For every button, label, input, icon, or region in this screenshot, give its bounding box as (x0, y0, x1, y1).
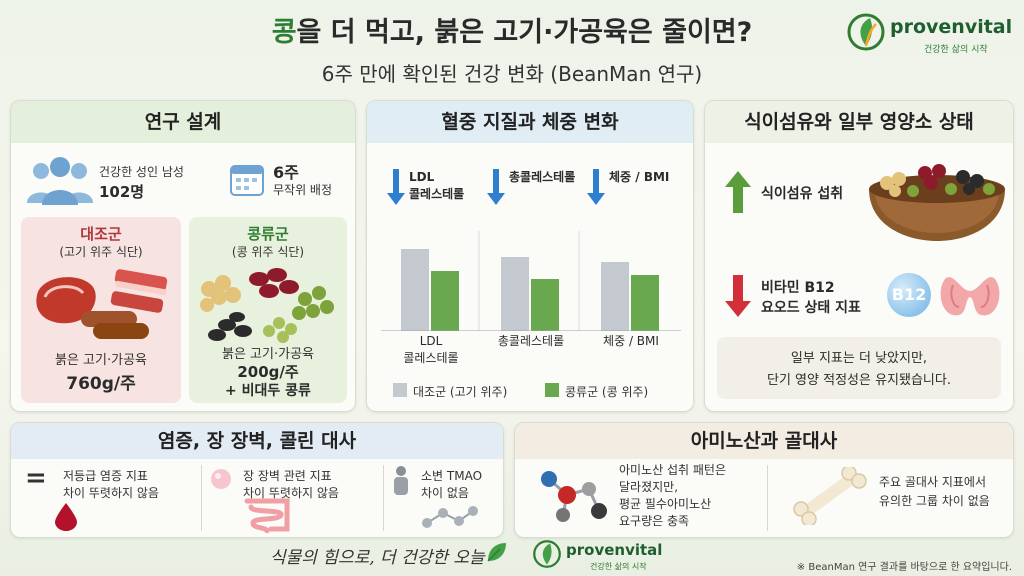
arrow-down-icon (587, 169, 605, 205)
bar-legume (631, 275, 659, 331)
brand-logo: provenvital 건강한 삶의 시작 (846, 10, 1012, 60)
inflammation-item1-line1: 저등급 염증 지표 (63, 469, 148, 483)
amino-line2: 달라졌지만, (619, 480, 679, 494)
study-design-panel: 연구 설계 건강한 성인 남성 102명 6주 무작위 배정 대조군 (고기 위… (10, 100, 356, 412)
header: 콩을 더 먹고, 붉은 고기·가공육은 줄이면? 6주 만에 확인된 건강 변화… (0, 0, 1024, 96)
amino-bone-title: 아미노산과 골대사 (515, 423, 1013, 459)
arrow-up-icon (725, 171, 751, 213)
equal-sign-icon: = (25, 463, 47, 493)
footnote: ※ BeanMan 연구 결과를 바탕으로 한 요약입니다. (796, 562, 1012, 573)
fiber-up-label: 식이섬유 섭취 (761, 186, 844, 202)
lipids-title: 혈중 지질과 체중 변화 (367, 101, 693, 143)
inflammation-item2-line1: 장 장벽 관련 지표 (243, 469, 332, 483)
amino-acid-molecule-icon (541, 471, 607, 522)
legumes-icon (200, 268, 334, 343)
legend-label-legume: 콩류군 (콩 위주) (565, 385, 649, 399)
control-group-food: 붉은 고기·가공육 (55, 353, 147, 368)
footer-brand-logo: provenvital 건강한 삶의 시작 (532, 539, 682, 575)
legume-group-food: 붉은 고기·가공육 (222, 347, 314, 362)
amino-line3: 평균 필수아미노산 (619, 497, 712, 511)
arrow-down-icon (387, 169, 405, 205)
lipid-indicator-label: 총콜레스테롤 (509, 170, 576, 184)
bar-legume (531, 279, 559, 331)
inflammation-title: 염증, 장 장벽, 콜린 대사 (11, 423, 503, 459)
title-accent: 콩 (271, 17, 297, 48)
legume-group-desc: (콩 위주 식단) (231, 245, 305, 259)
arrow-down-icon (725, 275, 751, 317)
legend-swatch-control (393, 383, 407, 397)
vitamin-b12-icon: B12 (887, 273, 931, 317)
inflammation-item3-line1: 소변 TMAO (421, 469, 483, 483)
x-tick-label: LDL 콜레스테롤 (403, 334, 459, 365)
title-rest: 을 더 먹고, 붉은 고기·가공육은 줄이면? (296, 17, 753, 48)
fiber-title: 식이섬유와 일부 영양소 상태 (705, 101, 1013, 143)
legume-group-amount: 200g/주 (237, 363, 299, 381)
intestine-icon (244, 498, 290, 533)
fiber-note-line1: 일부 지표는 더 낮았지만, (790, 351, 928, 366)
divider (201, 465, 202, 531)
page-title: 콩을 더 먹고, 붉은 고기·가공육은 줄이면? (0, 10, 1024, 49)
bar-control (501, 257, 529, 331)
bar-control (401, 249, 429, 331)
bar-legume (431, 271, 459, 331)
fiber-note-box: 일부 지표는 더 낮았지만, 단기 영양 적정성은 유지됐습니다. (717, 337, 1001, 399)
fiber-note-line2: 단기 영양 적정성은 유지됐습니다. (767, 373, 951, 388)
brand-name: provenvital (890, 16, 1013, 38)
participants-label: 건강한 성인 남성 (99, 165, 184, 179)
page-subtitle: 6주 만에 확인된 건강 변화 (BeanMan 연구) (321, 62, 703, 86)
inflammation-panel: 염증, 장 장벽, 콜린 대사 = 저등급 염증 지표 차이 뚜렷하지 않음 장… (10, 422, 504, 538)
leaf-logo-icon (847, 13, 885, 51)
legend-label-control: 대조군 (고기 위주) (413, 385, 508, 399)
control-group-card: 대조군 (고기 위주 식단) 붉은 고기·가공육 760g/주 (21, 217, 181, 403)
amino-bone-panel: 아미노산과 골대사 아미노산 섭취 패턴은 달라졌지만, 평균 필수아미노산 요… (514, 422, 1014, 538)
x-tick-label: 총콜레스테롤 (497, 334, 565, 348)
legume-group-card: 콩류군 (콩 위주 식단) 붉은 고기·가공육 200g/주 + 비대두 콩류 (189, 217, 347, 403)
lipid-indicator-label: 체중 / BMI (609, 170, 670, 184)
lipid-indicator-label: LDL 콜레스테롤 (409, 170, 465, 201)
meat-icon (36, 269, 168, 339)
inflammation-item3-line2: 차이 없음 (421, 486, 469, 500)
lipid-bar-chart (381, 231, 681, 331)
bubble-icon (211, 469, 231, 489)
footer-leaf-icon (487, 543, 506, 562)
bone-line1: 주요 골대사 지표에서 (879, 475, 986, 489)
brand-tagline: 건강한 삶의 시작 (924, 45, 988, 55)
legume-bowl-icon (869, 164, 1005, 241)
control-group-desc: (고기 위주 식단) (59, 245, 143, 259)
blood-drop-icon (55, 503, 77, 531)
control-group-amount: 760g/주 (66, 374, 136, 394)
footer-brand-tagline: 건강한 삶의 시작 (590, 562, 647, 571)
legume-group-extra: + 비대두 콩류 (225, 383, 311, 399)
calendar-icon (230, 165, 264, 196)
legend-swatch-legume (545, 383, 559, 397)
amino-line4: 요구량은 충족 (619, 514, 690, 528)
x-tick-label: 체중 / BMI (603, 334, 659, 348)
legume-group-name: 콩류군 (247, 225, 289, 243)
duration: 6주 (273, 163, 299, 182)
molecule-icon (422, 506, 478, 528)
divider (767, 465, 768, 531)
b12-label: 비타민 B12 (761, 280, 835, 296)
thyroid-icon (940, 277, 1000, 316)
urine-bottle-icon (394, 466, 408, 495)
footer-logo-icon (533, 540, 561, 568)
arrow-down-icon (487, 169, 505, 205)
bar-control (601, 262, 629, 331)
assignment: 무작위 배정 (273, 183, 333, 197)
iodine-label: 요오드 상태 지표 (761, 300, 861, 316)
lipids-panel: 혈중 지질과 체중 변화 대조군 (고기 위주) 콩류군 (콩 위주) LDL … (366, 100, 694, 412)
footer-brand-name: provenvital (566, 541, 663, 559)
inflammation-item2-line2: 차이 뚜렷하지 않음 (243, 486, 339, 500)
participants-count: 102명 (99, 183, 145, 201)
bone-line2: 유의한 그룹 차이 없음 (879, 494, 990, 508)
people-icon (27, 157, 93, 205)
fiber-panel: 식이섬유와 일부 영양소 상태 식이섬유 섭취 비타민 B12 요오드 상태 지… (704, 100, 1014, 412)
study-design-title: 연구 설계 (11, 101, 355, 143)
inflammation-item1-line2: 차이 뚜렷하지 않음 (63, 486, 159, 500)
footer-slogan: 식물의 힘으로, 더 건강한 오늘 (270, 548, 485, 568)
bone-icon (793, 467, 867, 525)
divider (383, 465, 384, 531)
amino-line1: 아미노산 섭취 패턴은 (619, 463, 726, 477)
control-group-name: 대조군 (80, 225, 122, 243)
